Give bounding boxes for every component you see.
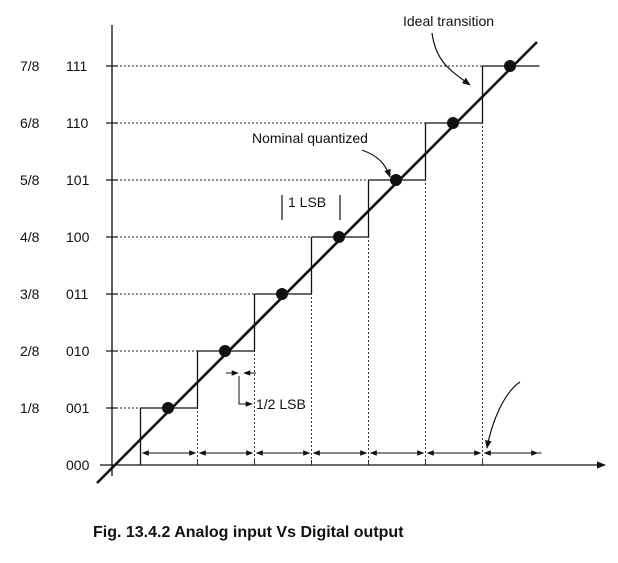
last-transition-pointer — [485, 381, 521, 449]
code-label: 111 — [66, 58, 87, 74]
half-lsb-label: 1/2 LSB — [256, 396, 306, 412]
quantization-staircase — [139, 65, 540, 465]
nominal-point — [276, 288, 288, 300]
fraction-label: 1/8 — [20, 400, 40, 416]
code-label: 100 — [66, 229, 90, 245]
nominal-quantized-pointer — [361, 149, 391, 178]
one-lsb-label: 1 LSB — [288, 194, 326, 210]
nominal-quantized-points — [162, 60, 516, 414]
code-label: 101 — [66, 172, 90, 188]
code-label: 011 — [66, 286, 89, 302]
figure-caption: Fig. 13.4.2 Analog input Vs Digital outp… — [93, 524, 404, 541]
fraction-label: 7/8 — [20, 58, 40, 74]
fraction-label: 4/8 — [20, 229, 40, 245]
fraction-label: 2/8 — [20, 343, 40, 359]
code-label: 010 — [66, 343, 90, 359]
fraction-label: 6/8 — [20, 115, 40, 131]
code-label: 001 — [66, 400, 90, 416]
fraction-label: 5/8 — [20, 172, 40, 188]
nominal-point — [390, 174, 402, 186]
axis-ticks — [106, 65, 118, 409]
ideal-transition-pointer — [431, 32, 471, 86]
nominal-point — [162, 402, 174, 414]
code-label: 110 — [66, 115, 89, 131]
fraction-label: 3/8 — [20, 286, 40, 302]
nominal-point — [219, 345, 231, 357]
nominal-point — [447, 117, 459, 129]
ideal-transfer-line — [96, 41, 538, 484]
y-axis-labels: 000 001 010 011 100 101 110 111 1/8 2/8 3/8 4/8 5/8 6… — [20, 58, 90, 473]
half-lsb-leader — [238, 376, 253, 407]
code-label: 000 — [66, 457, 90, 473]
ideal-transition-label: Ideal transition — [403, 13, 494, 29]
nominal-quantized-label: Nominal quantized — [252, 130, 368, 146]
nominal-point — [333, 231, 345, 243]
nominal-point — [504, 60, 516, 72]
